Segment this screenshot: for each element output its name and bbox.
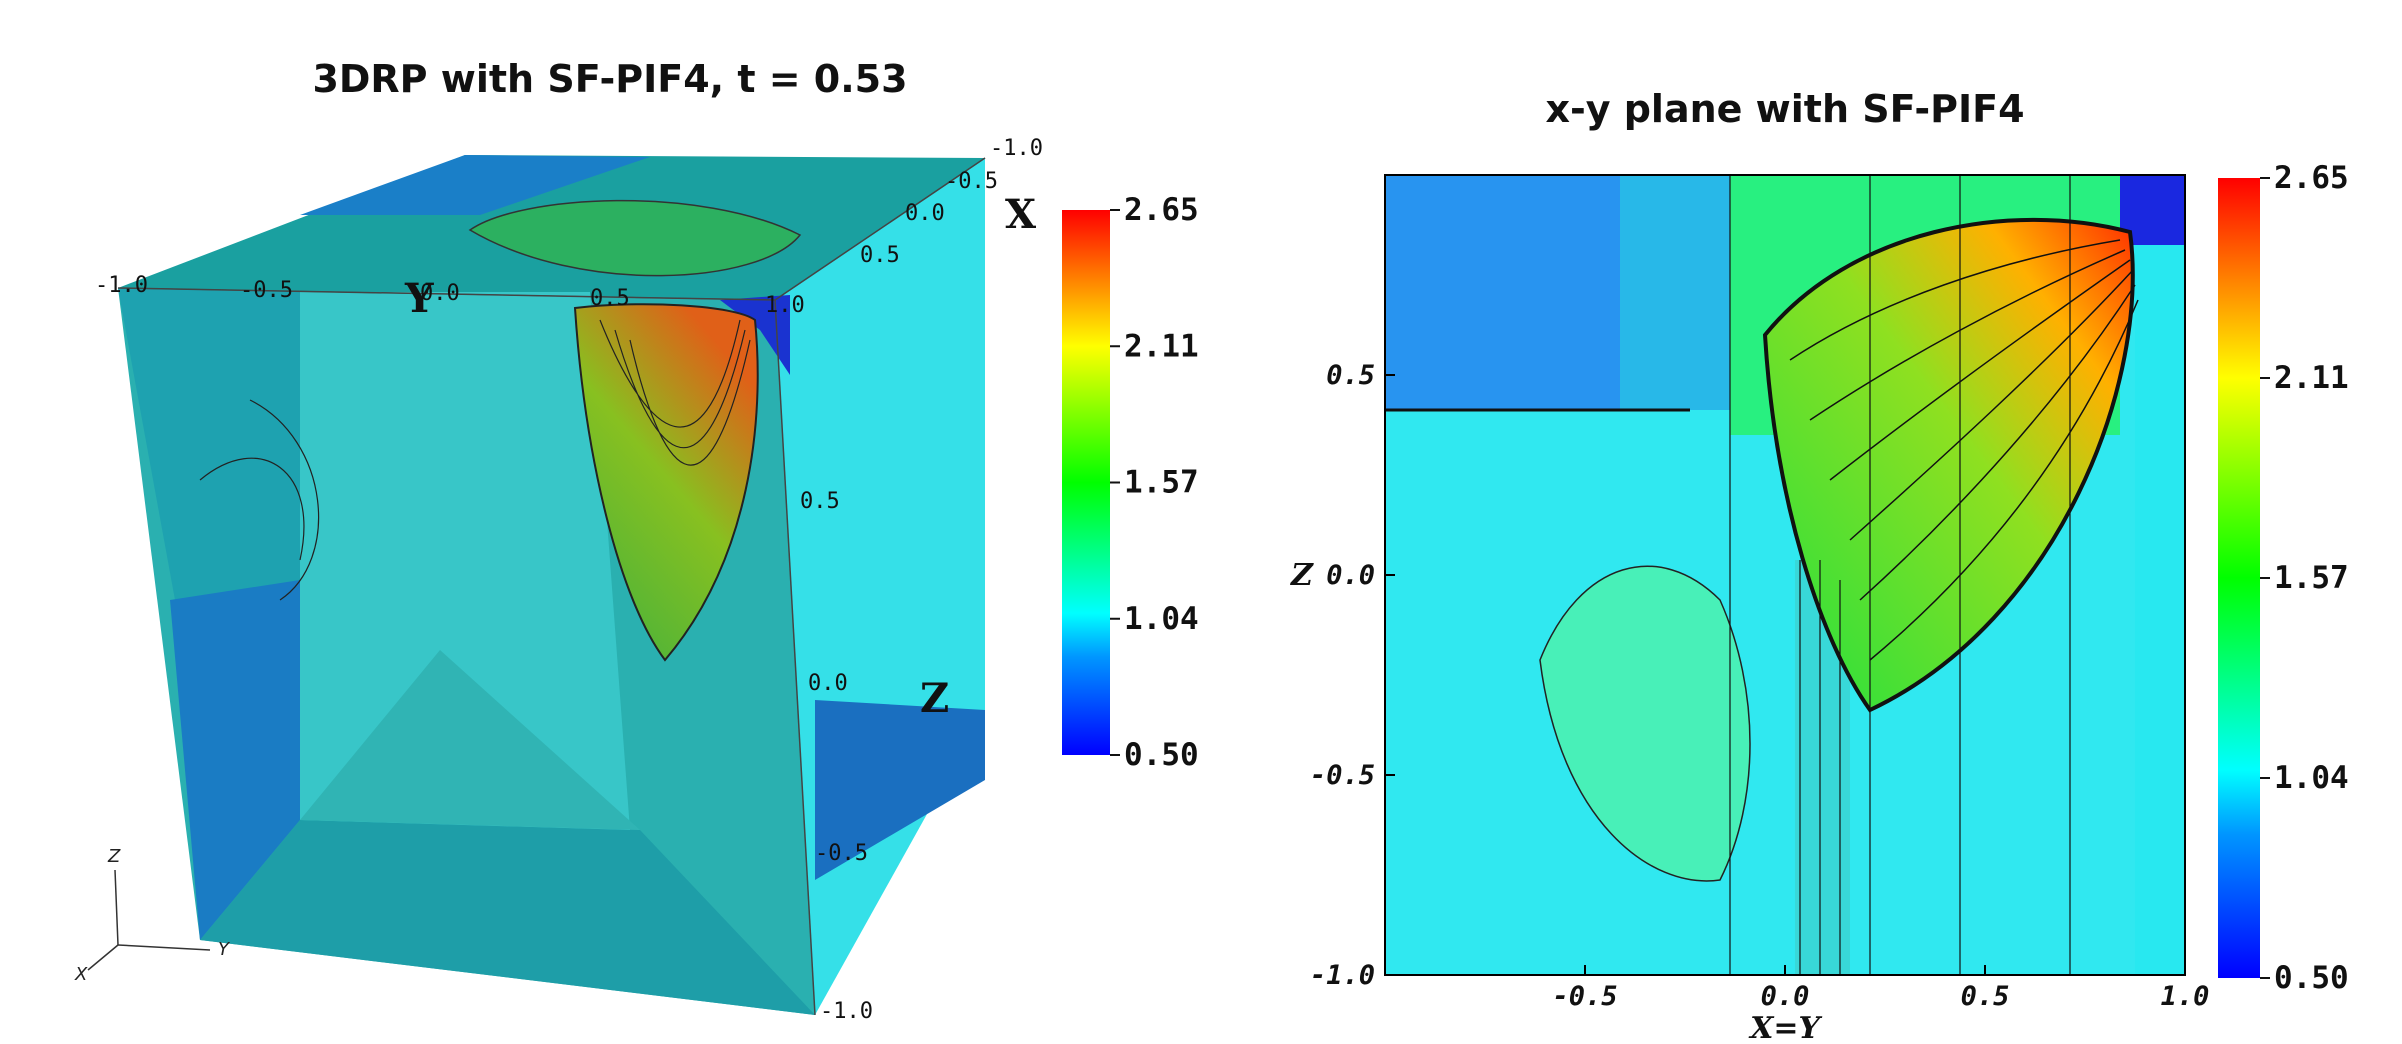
axis-3d-z: -1.0 -0.5 0.0 0.5 Z (800, 489, 949, 1024)
triad-x-label: X (74, 964, 88, 985)
colorbar-tick-label: 2.65 (1124, 192, 1199, 228)
plane-shock-contours (1789, 239, 2139, 661)
colorbar-tick-label: 1.57 (2274, 560, 2349, 596)
colorbar-tick-label: 0.50 (1124, 737, 1199, 773)
plane-plot-area (1385, 175, 2185, 975)
cube-right-blue (815, 700, 985, 880)
x-tick-label: 1.0 (2161, 981, 2210, 1012)
cube-edge-top-front (117, 287, 776, 301)
cube-bottom-face (200, 820, 815, 1015)
cube-edge-top-right (774, 157, 986, 301)
y-axis-label-3d: Y (404, 275, 434, 322)
cube-bottom-left-blue (170, 580, 300, 940)
panel-plane: x-y plane with SF-PIF4 -0.5 0.0 0.5 1.0 -1.… (1290, 87, 2349, 1044)
y-tick-3d: -0.5 (240, 278, 293, 303)
triad-x-axis (87, 944, 119, 971)
z-tick-3d: 0.0 (808, 671, 848, 696)
z-axis-label-3d: Z (920, 675, 949, 722)
z-tick-3d: 0.5 (800, 489, 840, 514)
panel-3d-title: 3DRP with SF-PIF4, t = 0.53 (312, 57, 907, 101)
axis-3d-x: -1.0 -0.5 0.0 0.5 X (860, 136, 1043, 268)
y-tick-3d: 1.0 (765, 293, 805, 318)
triad-y-label: Y (218, 939, 231, 960)
cube-edge-vertical (774, 299, 816, 1016)
z-tick-3d: -0.5 (815, 841, 868, 866)
plane-jet-contours (1729, 175, 2071, 975)
colorbar-tick-label: 1.04 (1124, 601, 1199, 637)
plane-shock-region (1762, 217, 2135, 713)
cube-corner-blue (720, 295, 790, 375)
y-tick-label: 0.0 (1326, 560, 1375, 591)
y-tick-3d: 0.0 (420, 281, 460, 306)
colorbar-tick-label: 2.11 (2274, 360, 2349, 396)
x-axis-label-3d: X (1005, 191, 1036, 238)
orientation-triad: Z Y X (74, 846, 231, 985)
y-tick-3d: 0.5 (590, 286, 630, 311)
x-tick-label: -0.5 (1552, 981, 1617, 1012)
cube-3d (117, 155, 986, 1016)
plane-right-strip (2135, 245, 2185, 975)
colorbar-tick-label: 1.04 (2274, 760, 2349, 796)
x-tick-3d: -0.5 (945, 169, 998, 194)
colorbar-plane-gradient (2218, 178, 2260, 978)
plane-lower-plume (1539, 565, 1751, 882)
triad-z-label: Z (107, 846, 121, 867)
x-tick-3d: 0.5 (860, 243, 900, 268)
cube-front-shock (573, 303, 759, 662)
cube-top-shock (468, 199, 802, 277)
plane-upper-band (1620, 175, 1730, 410)
y-tick-label: -0.5 (1310, 760, 1375, 791)
z-tick-3d: -1.0 (820, 999, 873, 1024)
x-tick-label: 0.0 (1761, 981, 1810, 1012)
cube-top-blue-strip (300, 155, 650, 215)
colorbar-tick-label: 2.11 (1124, 328, 1199, 364)
cube-contour-lines (199, 319, 751, 601)
cube-inner-wall (300, 292, 630, 830)
colorbar-plane: 2.65 2.11 1.57 1.04 0.50 (2218, 160, 2349, 996)
plane-upper-left-blue (1385, 175, 1620, 410)
y-tick-label: -1.0 (1310, 960, 1375, 991)
colorbar-tick-label: 1.57 (1124, 465, 1199, 501)
x-tick-3d: 0.0 (905, 201, 945, 226)
colorbar-tick-label: 2.65 (2274, 160, 2349, 196)
triad-y-axis (117, 944, 211, 951)
y-tick-3d: -1.0 (95, 273, 148, 298)
x-tick-label: 0.5 (1961, 981, 2010, 1012)
colorbar-3d-gradient (1062, 210, 1110, 755)
axis-3d-y: -1.0 -0.5 0.0 0.5 1.0 Y (95, 273, 805, 322)
y-tick-label: 0.5 (1326, 360, 1375, 391)
colorbar-tick-label: 0.50 (2274, 960, 2349, 996)
cube-left-strip (118, 288, 320, 600)
x-tick-3d: -1.0 (990, 136, 1043, 161)
plane-x-axis-label: X=Y (1748, 1011, 1822, 1044)
cube-inner-floor (300, 650, 640, 830)
plane-y-axis-label: Z (1290, 558, 1314, 593)
plane-x-axis: -0.5 0.0 0.5 1.0 (1552, 965, 2209, 1012)
colorbar-3d: 2.65 2.11 1.57 1.04 0.50 (1062, 192, 1199, 773)
triad-z-axis (114, 869, 119, 946)
plane-y-axis: -1.0 -0.5 0.0 0.5 (1310, 360, 1395, 991)
panel-plane-title: x-y plane with SF-PIF4 (1545, 87, 2024, 131)
panel-3d: 3DRP with SF-PIF4, t = 0.53 -1.0 -0 (74, 57, 1199, 1024)
